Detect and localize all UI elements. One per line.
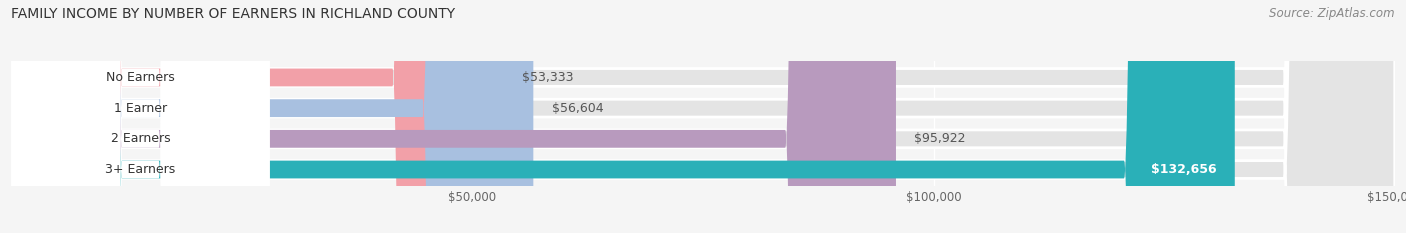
FancyBboxPatch shape [11,0,270,233]
FancyBboxPatch shape [11,0,1395,233]
FancyBboxPatch shape [11,0,503,233]
Text: No Earners: No Earners [105,71,174,84]
FancyBboxPatch shape [11,0,1395,233]
FancyBboxPatch shape [11,0,270,233]
FancyBboxPatch shape [11,0,533,233]
FancyBboxPatch shape [11,0,896,233]
FancyBboxPatch shape [11,0,270,233]
Text: 3+ Earners: 3+ Earners [105,163,176,176]
Text: Source: ZipAtlas.com: Source: ZipAtlas.com [1270,7,1395,20]
Text: $53,333: $53,333 [522,71,574,84]
Text: $56,604: $56,604 [551,102,603,115]
FancyBboxPatch shape [11,0,1234,233]
FancyBboxPatch shape [11,0,1395,233]
Text: 1 Earner: 1 Earner [114,102,167,115]
Text: $95,922: $95,922 [914,132,966,145]
Text: $132,656: $132,656 [1150,163,1216,176]
FancyBboxPatch shape [11,0,1395,233]
FancyBboxPatch shape [11,0,270,233]
Text: 2 Earners: 2 Earners [111,132,170,145]
Text: FAMILY INCOME BY NUMBER OF EARNERS IN RICHLAND COUNTY: FAMILY INCOME BY NUMBER OF EARNERS IN RI… [11,7,456,21]
